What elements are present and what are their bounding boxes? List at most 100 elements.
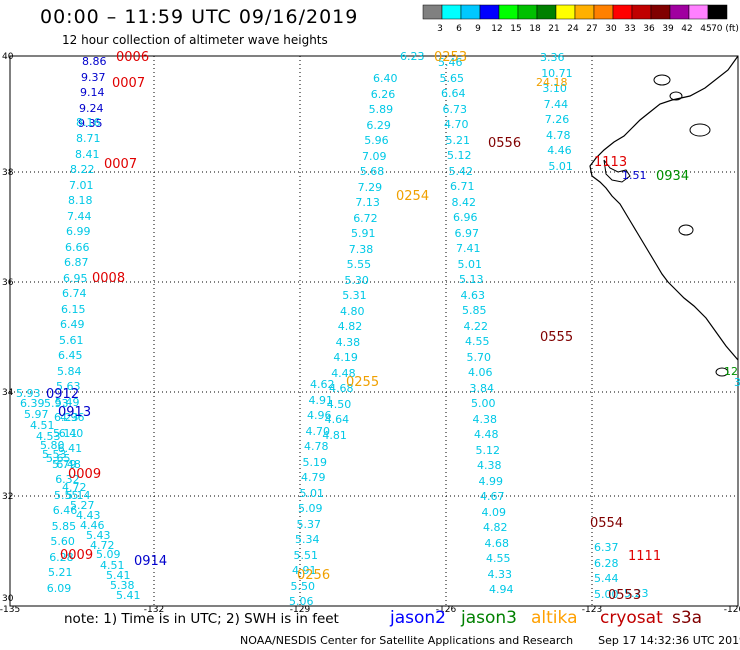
wave-height-value: 6.28 [594, 556, 619, 570]
wave-height-value: 6.26 [370, 87, 396, 101]
wave-height-value: 6.39 [20, 397, 45, 410]
wave-height-value: 4.43 [76, 509, 101, 522]
wave-height-value: 5.14 [66, 489, 91, 502]
units-note: note: 1) Time is in UTC; 2) SWH is in fe… [64, 611, 339, 627]
wave-height-value: 9.35 [78, 117, 103, 130]
colorbar-label: 21 [548, 24, 559, 34]
wave-height-value: 4.22 [463, 319, 489, 333]
pass-time-label: 0009 [68, 467, 102, 482]
wave-height-value: 5.53 [42, 448, 67, 461]
coastline [589, 55, 739, 361]
wave-height-value: 6.48 [56, 457, 81, 471]
colorbar-swatch [555, 4, 576, 20]
colorbar-swatch [441, 4, 462, 20]
wave-height-value: 6.66 [65, 240, 90, 254]
wave-height-value: 4.78 [304, 440, 329, 453]
wave-height-value: 6.32 [55, 473, 80, 486]
wave-height-value: 6.29 [366, 118, 391, 132]
pass-time-label: 0554 [590, 516, 624, 531]
legend-jason3: jason3 [461, 608, 517, 628]
wave-height-value: 5.93 [44, 397, 69, 410]
wave-height-value: 6.40 [58, 426, 84, 440]
colorbar-swatch [498, 4, 519, 20]
wave-height-value: 4.50 [326, 397, 352, 411]
wave-height-value: 6.95 [63, 271, 88, 285]
wave-height-value: 4.70 [305, 424, 331, 438]
footer-source: NOAA/NESDIS Center for Satellite Applica… [240, 634, 574, 647]
colorbar-swatch [650, 4, 671, 20]
pass-time-label: 0007 [104, 157, 138, 172]
colorbar-label: 12 [491, 24, 502, 34]
wave-height-value: 4.79 [301, 471, 326, 484]
bay-outline [603, 159, 631, 183]
island-outline [678, 224, 694, 236]
wave-height-value: 6.40 [373, 72, 398, 85]
colorbar-swatch [707, 4, 728, 20]
wave-height-value: 5.89 [368, 103, 394, 116]
colorbar-label: 45 [700, 24, 711, 34]
wave-height-value: 5.11 [53, 426, 78, 440]
wave-height-value: 5.13 [459, 273, 484, 286]
wave-height-value: 6.64 [441, 87, 466, 100]
pass-time-label: 0256 [297, 568, 331, 583]
lat-tick-label: 36 [2, 278, 14, 288]
wave-height-value: 4.38 [472, 412, 498, 426]
wave-height-value: 7.01 [69, 178, 94, 192]
wave-height-value: 6.71 [450, 180, 475, 193]
lat-tick-label: 32 [2, 492, 13, 502]
wave-height-value: 4.38 [335, 335, 361, 349]
pass-time-label: 0556 [488, 136, 522, 151]
wave-height-value: 3.84 [469, 381, 495, 395]
pass-time-label: 0553 [608, 588, 642, 603]
wave-height-value: 5.38 [110, 579, 135, 592]
wave-height-value: 5.00 [471, 397, 496, 410]
colorbar-label: 27 [586, 24, 597, 34]
pass-time-label: 0006 [116, 50, 150, 65]
wave-height-value: 5.01 [548, 159, 573, 173]
legend-cryosat: cryosat [600, 608, 663, 628]
wave-height-value: 4.72 [62, 481, 87, 494]
wave-height-value: 4.38 [477, 459, 502, 472]
pass-time-label: 0914 [134, 554, 168, 569]
wave-height-value: 5.68 [359, 165, 385, 178]
pass-time-label: 0934 [656, 169, 690, 184]
wave-height-value: 4.72 [90, 539, 115, 552]
wave-height-value: 4.78 [546, 128, 571, 142]
wave-height-value: 4.48 [331, 366, 356, 380]
legend-altika: altika [531, 608, 578, 628]
lon-tick-label: -135 [0, 605, 20, 615]
wave-height-value: 7.38 [348, 242, 374, 256]
wave-height-value: 6.23 [54, 411, 79, 424]
wave-height-value: 9.14 [80, 86, 105, 99]
colorbar-swatch [688, 4, 709, 20]
wave-height-value: 1.51 [622, 169, 647, 182]
wave-height-value: 8.16 [76, 116, 101, 129]
wave-height-value: 7.44 [543, 97, 569, 111]
wave-height-value: 4.55 [465, 335, 490, 348]
wave-height-value: 7.26 [544, 113, 570, 126]
lat-tick-label: 38 [2, 168, 14, 178]
legend-jason2: jason2 [390, 608, 446, 628]
wave-height-value: 5.34 [295, 533, 320, 546]
colorbar-label: 33 [624, 24, 635, 34]
colorbar-label: 70 (ft) [711, 24, 739, 34]
wave-height-value: 3.10 [542, 82, 567, 95]
wave-height-value: 5.55 [54, 488, 79, 502]
wave-height-value: 6.97 [454, 226, 480, 240]
island-outline [669, 91, 683, 101]
colorbar-swatch [574, 4, 595, 20]
wave-height-value: 5.84 [57, 364, 82, 378]
wave-height-value: 4.82 [483, 521, 508, 534]
wave-height-value: 6.99 [66, 225, 91, 238]
wave-height-value: 4.63 [460, 288, 486, 302]
wave-height-value: 5.12 [447, 149, 472, 162]
colorbar-swatch [517, 4, 538, 20]
wave-height-value: 5.65 [46, 452, 71, 465]
wave-height-value: 5.23 [624, 587, 649, 600]
wave-height-value: 4.81 [322, 428, 347, 442]
wave-height-value: 4.68 [484, 536, 510, 550]
wave-height-value: 6.23 [400, 50, 425, 63]
colorbar-label: 15 [510, 24, 521, 34]
lat-tick-label: 34 [2, 388, 14, 398]
wave-height-value: 5.93 [16, 387, 41, 400]
